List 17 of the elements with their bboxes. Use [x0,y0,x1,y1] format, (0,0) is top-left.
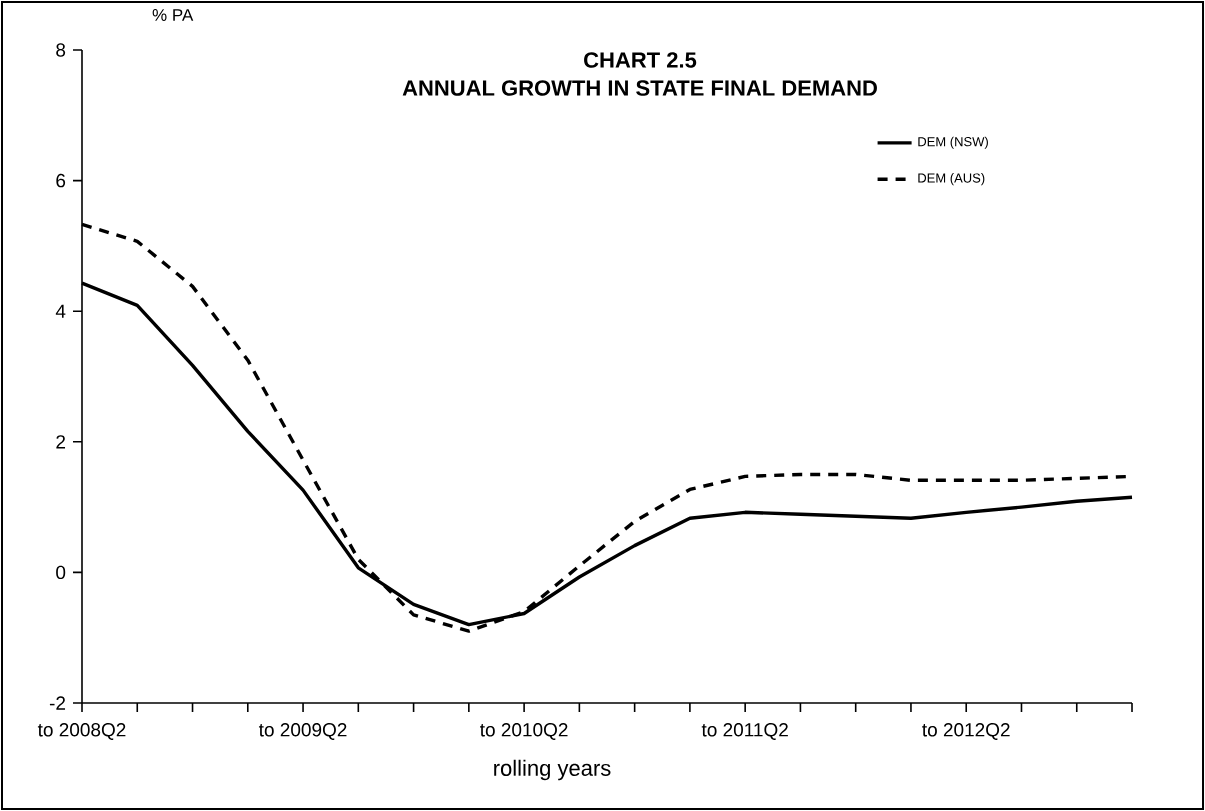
text: % PA [152,9,194,21]
legend-label: DEM (AUS) [918,173,985,186]
x-axis-title: rolling years [494,759,611,781]
y-tick-label: 2 [56,435,66,449]
x-tick-label: to 2008Q2 [37,723,126,740]
y-tick-label: 4 [55,304,66,318]
y-tick-label: -2 [49,696,66,710]
x-tick-label: to 2012Q2 [922,723,1010,740]
y-tick-label: 8 [56,43,66,57]
y-tick-label: 0 [56,565,66,580]
x-tick-label: to 2009Q2 [258,723,347,740]
legend-label: DEM (NSW) [918,136,988,149]
x-tick-label: to 2011Q2 [701,723,788,740]
chart-title: CHART 2.5 [584,52,697,68]
x-tick-label: to 2010Q2 [480,723,568,740]
y-tick-label: 6 [56,173,66,188]
text: ANNUAL GROWTH IN STATE FINAL DEMAND [402,80,877,96]
